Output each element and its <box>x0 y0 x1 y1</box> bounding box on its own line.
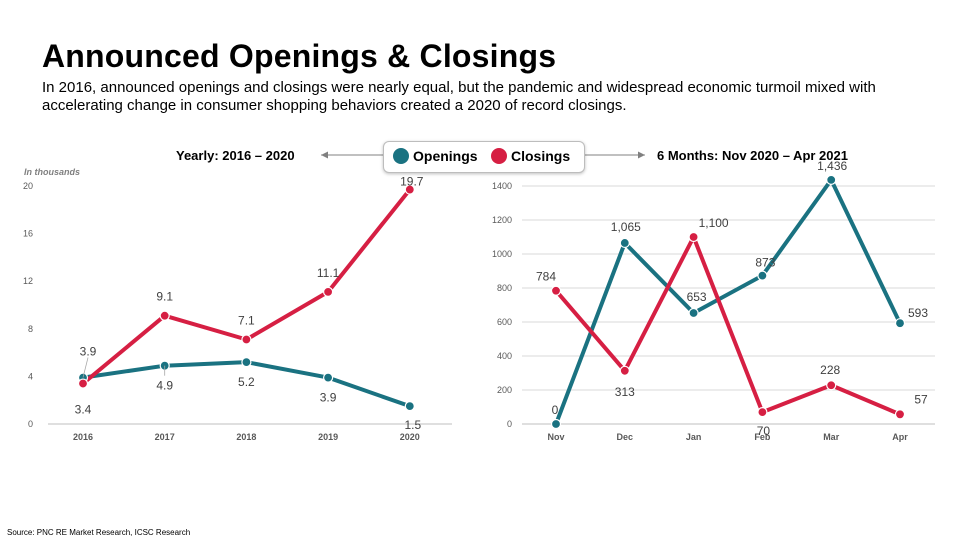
chart1-ytick-label: 1000 <box>492 249 512 259</box>
left-arrow-head <box>321 151 328 159</box>
closings-data-label-chart1: 313 <box>615 385 635 399</box>
closings-data-label-chart1: 70 <box>757 424 771 438</box>
chart1-xtick-label: Apr <box>892 432 908 442</box>
chart1-ytick-label: 800 <box>497 283 512 293</box>
chart1-xtick-label: Dec <box>617 432 634 442</box>
closings-data-label-chart0: 3.4 <box>75 403 92 417</box>
closings-data-label-chart0: 7.1 <box>238 314 255 328</box>
chart0-xtick-label: 2016 <box>73 432 93 442</box>
chart1-ytick-label: 200 <box>497 385 512 395</box>
closings-legend-marker <box>491 148 507 164</box>
closings-data-label-chart1: 228 <box>820 363 840 377</box>
openings-legend-label: Openings <box>413 148 478 164</box>
chart1-ytick-label: 600 <box>497 317 512 327</box>
closings-point-chart0 <box>404 184 415 195</box>
monthly-chart-title: 6 Months: Nov 2020 – Apr 2021 <box>657 148 848 163</box>
closings-data-label-chart0: 19.7 <box>400 175 424 189</box>
legend: Openings Closings <box>383 141 585 173</box>
chart0-unit-label: In thousands <box>24 167 80 177</box>
page-subtitle: In 2016, announced openings and closings… <box>42 79 876 114</box>
chart0-ytick-label: 0 <box>28 419 33 429</box>
closings-point-chart1 <box>894 409 906 420</box>
openings-data-label-chart0: 5.2 <box>238 375 255 389</box>
openings-point-chart1 <box>619 237 630 249</box>
closings-point-chart0 <box>241 334 252 345</box>
openings-point-chart1 <box>757 270 768 281</box>
chart0-xtick-label: 2017 <box>155 432 175 442</box>
closings-point-chart0 <box>77 378 89 389</box>
openings-point-chart1 <box>826 174 837 185</box>
closings-point-chart1 <box>550 285 562 296</box>
openings-data-label-chart1: 0 <box>552 403 559 417</box>
openings-data-label-chart0: 3.9 <box>320 391 337 405</box>
chart1-xtick-label: Jan <box>686 432 702 442</box>
closings-line-chart0 <box>81 187 412 386</box>
chart0-ytick-label: 20 <box>23 181 33 191</box>
openings-legend-marker <box>393 148 409 164</box>
openings-data-label-chart0: 3.9 <box>80 345 97 359</box>
chart0-xtick-label: 2018 <box>236 432 256 442</box>
openings-data-label-chart1: 593 <box>908 306 928 320</box>
openings-data-label-chart0: 4.9 <box>156 379 173 393</box>
openings-data-label-chart1: 653 <box>687 290 707 304</box>
chart0-xtick-label: 2019 <box>318 432 338 442</box>
chart1-xtick-label: Feb <box>754 432 771 442</box>
openings-line-chart1 <box>554 177 902 426</box>
closings-data-label-chart1: 57 <box>914 392 928 406</box>
chart0-xtick-label: 2020 <box>400 432 420 442</box>
chart1-ytick-label: 400 <box>497 351 512 361</box>
page-title: Announced Openings & Closings <box>42 38 557 74</box>
closings-line-chart1 <box>554 235 902 417</box>
chart0-ytick-label: 8 <box>28 324 33 334</box>
openings-point-chart0 <box>241 357 252 368</box>
chart0-ytick-label: 4 <box>28 371 33 381</box>
openings-point-chart0 <box>404 401 415 412</box>
chart0-ytick-label: 16 <box>23 229 33 239</box>
openings-data-label-chart1: 1,065 <box>611 220 641 234</box>
right-arrow-head <box>638 151 645 159</box>
closings-point-chart1 <box>619 365 630 376</box>
closings-data-label-chart0: 11.1 <box>317 266 340 280</box>
chart1-xtick-label: Nov <box>547 432 564 442</box>
closings-point-chart0 <box>159 310 170 321</box>
openings-data-label-chart1: 1,436 <box>817 159 847 173</box>
openings-point-chart0 <box>323 372 334 383</box>
openings-point-chart1 <box>550 418 562 430</box>
openings-point-chart1 <box>688 307 699 319</box>
closings-point-chart1 <box>757 407 768 418</box>
yearly-chart-title: Yearly: 2016 – 2020 <box>176 148 295 163</box>
closings-point-chart1 <box>688 231 699 243</box>
chart1-ytick-label: 1200 <box>492 215 512 225</box>
closings-data-label-chart0: 9.1 <box>156 290 173 304</box>
closings-point-chart1 <box>826 380 837 391</box>
closings-point-chart0 <box>323 286 334 298</box>
chart1-xtick-label: Mar <box>823 432 840 442</box>
chart1-ytick-label: 1400 <box>492 181 512 191</box>
chart0-leader-line <box>82 357 89 378</box>
openings-data-label-chart0: 1.5 <box>404 418 421 432</box>
closings-data-label-chart1: 784 <box>536 270 556 284</box>
source-note: Source: PNC RE Market Research, ICSC Res… <box>7 528 191 537</box>
chart1-ytick-label: 0 <box>507 419 512 429</box>
openings-point-chart1 <box>894 318 906 329</box>
closings-data-label-chart1: 1,100 <box>699 216 729 230</box>
closings-legend-label: Closings <box>511 148 571 164</box>
chart0-ytick-label: 12 <box>23 276 33 286</box>
openings-data-label-chart1: 873 <box>755 256 775 270</box>
